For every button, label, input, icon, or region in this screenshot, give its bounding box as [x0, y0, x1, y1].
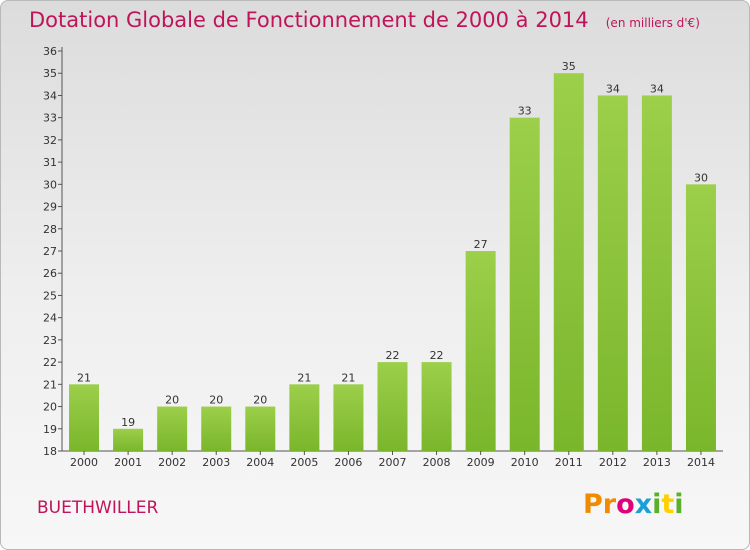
- x-tick-label: 2006: [334, 456, 362, 469]
- bar: [245, 406, 276, 451]
- bar: [597, 95, 628, 451]
- commune-name: BUETHWILLER: [37, 498, 159, 518]
- x-tick-label: 2000: [70, 456, 98, 469]
- y-tick-label: 18: [43, 445, 57, 458]
- x-tick-label: 2011: [555, 456, 583, 469]
- bar: [377, 362, 408, 451]
- bar: [201, 406, 232, 451]
- bar: [553, 73, 584, 451]
- data-label: 19: [121, 416, 135, 429]
- y-tick-label: 32: [43, 134, 57, 147]
- brand-letter: r: [602, 489, 617, 520]
- chart-title: Dotation Globale de Fonctionnement de 20…: [29, 8, 700, 32]
- bar: [333, 384, 364, 451]
- x-tick-label: 2003: [202, 456, 230, 469]
- x-tick-label: 2014: [687, 456, 715, 469]
- y-tick-label: 26: [43, 267, 57, 280]
- y-tick-label: 27: [43, 245, 57, 258]
- brand-letter: t: [661, 489, 675, 520]
- bar: [465, 251, 496, 451]
- data-label: 21: [77, 371, 91, 384]
- bar: [157, 406, 188, 451]
- data-label: 33: [518, 105, 532, 118]
- y-tick-label: 19: [43, 423, 57, 436]
- data-label: 21: [297, 371, 311, 384]
- chart-unit-note: (en milliers d'€): [605, 16, 700, 30]
- y-tick-label: 28: [43, 223, 57, 236]
- data-label: 20: [165, 394, 179, 407]
- brand-logo: Proxiti: [583, 489, 684, 520]
- y-tick-label: 20: [43, 401, 57, 414]
- y-tick-label: 24: [43, 312, 57, 325]
- y-tick-label: 36: [43, 45, 57, 58]
- bar: [289, 384, 320, 451]
- x-tick-label: 2009: [467, 456, 495, 469]
- x-tick-label: 2013: [643, 456, 671, 469]
- data-label: 21: [341, 371, 355, 384]
- x-tick-label: 2005: [290, 456, 318, 469]
- x-tick-label: 2012: [599, 456, 627, 469]
- y-tick-label: 34: [43, 89, 57, 102]
- y-tick-label: 23: [43, 334, 57, 347]
- y-tick-label: 22: [43, 356, 57, 369]
- y-tick-label: 30: [43, 178, 57, 191]
- x-tick-label: 2007: [379, 456, 407, 469]
- bar: [421, 362, 452, 451]
- brand-letter: P: [583, 489, 603, 520]
- brand-letter: x: [634, 489, 653, 520]
- y-tick-label: 29: [43, 201, 57, 214]
- x-tick-label: 2010: [511, 456, 539, 469]
- x-tick-label: 2002: [158, 456, 186, 469]
- data-label: 35: [562, 60, 576, 73]
- data-label: 20: [253, 394, 267, 407]
- brand-letter: i: [652, 489, 662, 520]
- data-label: 34: [650, 82, 664, 95]
- bar: [685, 184, 716, 452]
- brand-letter: o: [616, 489, 635, 520]
- bar: [641, 95, 672, 451]
- x-tick-label: 2008: [423, 456, 451, 469]
- x-tick-label: 2004: [246, 456, 274, 469]
- y-tick-label: 21: [43, 378, 57, 391]
- y-tick-label: 25: [43, 289, 57, 302]
- data-label: 34: [606, 82, 620, 95]
- data-label: 22: [430, 349, 444, 362]
- bar: [69, 384, 100, 451]
- bar: [113, 428, 144, 451]
- data-label: 22: [386, 349, 400, 362]
- bar: [509, 117, 540, 452]
- x-tick-label: 2001: [114, 456, 142, 469]
- data-label: 27: [474, 238, 488, 251]
- y-tick-label: 33: [43, 112, 57, 125]
- y-tick-label: 35: [43, 67, 57, 80]
- y-tick-label: 31: [43, 156, 57, 169]
- data-label: 20: [209, 394, 223, 407]
- data-label: 30: [694, 171, 708, 184]
- chart-title-text: Dotation Globale de Fonctionnement de 20…: [29, 8, 589, 32]
- brand-letter: i: [674, 489, 684, 520]
